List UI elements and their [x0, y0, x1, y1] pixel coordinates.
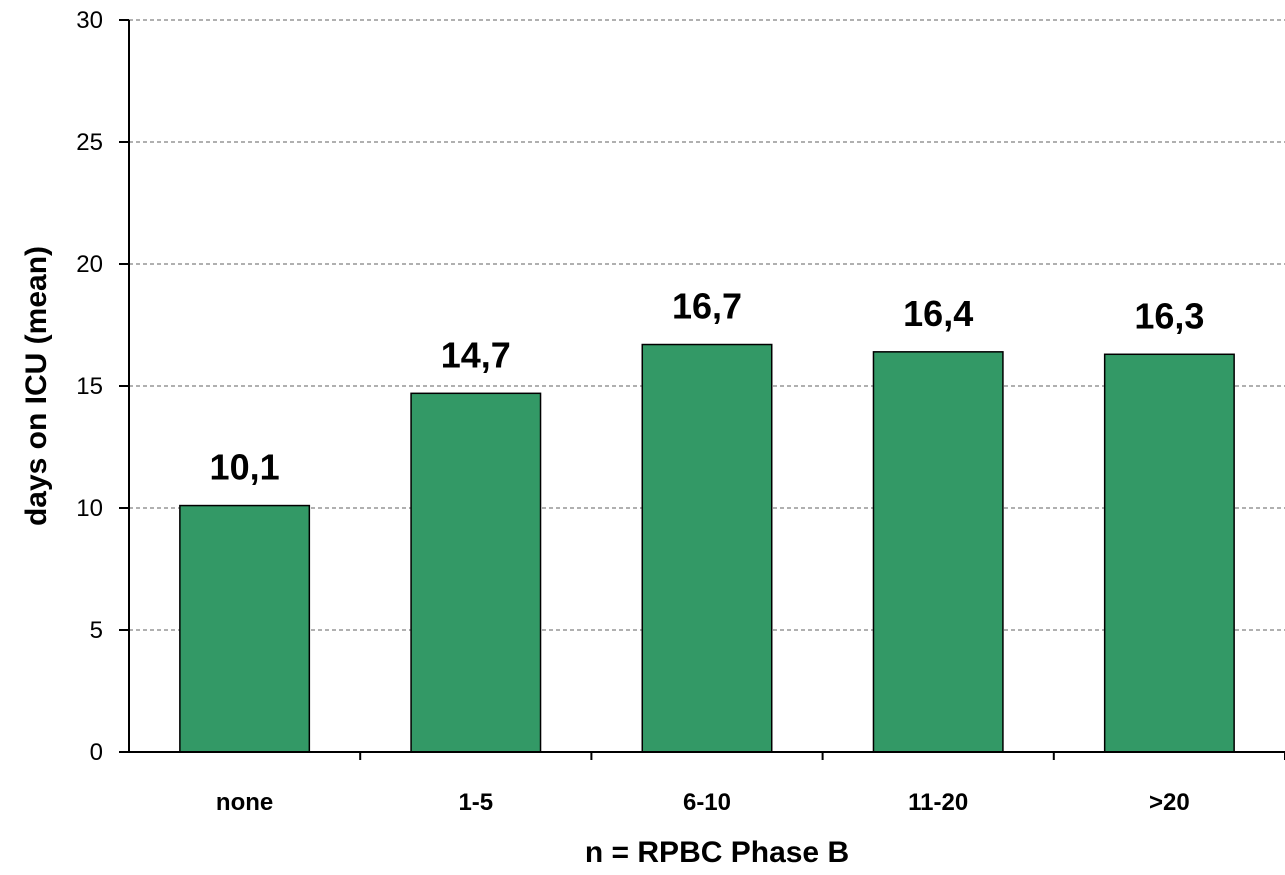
x-tick-label: 6-10	[683, 789, 731, 816]
data-label: 16,3	[1134, 295, 1204, 336]
bar	[179, 504, 311, 753]
data-labels: 10,1 14,7 16,7 16,4 16,3	[210, 286, 1205, 488]
y-ticks: 0 5 10 15 20 25 30	[76, 7, 129, 766]
x-tick-labels: none 1-5 6-10 11-20 >20	[216, 752, 1285, 816]
bar	[410, 392, 542, 753]
bar	[1103, 353, 1235, 753]
bar	[872, 351, 1004, 753]
data-label: 16,4	[903, 293, 973, 334]
data-label: 10,1	[210, 447, 280, 488]
data-label: 16,7	[672, 286, 742, 327]
y-tick-label: 10	[76, 495, 103, 522]
x-tick-label: >20	[1149, 789, 1190, 816]
bar	[641, 343, 773, 753]
x-axis-title: n = RPBC Phase B	[585, 836, 849, 869]
x-tick-label: 1-5	[458, 789, 493, 816]
bars	[179, 343, 1235, 753]
y-tick-label: 20	[76, 251, 103, 278]
data-label: 14,7	[441, 334, 511, 375]
x-tick-label: none	[216, 789, 273, 816]
y-axis-title: days on ICU (mean)	[20, 246, 53, 526]
y-tick-label: 30	[76, 7, 103, 34]
x-tick-label: 11-20	[908, 789, 968, 816]
y-tick-label: 5	[90, 617, 103, 644]
y-tick-label: 15	[76, 373, 103, 400]
y-tick-label: 25	[76, 129, 103, 156]
y-tick-label: 0	[90, 739, 103, 766]
